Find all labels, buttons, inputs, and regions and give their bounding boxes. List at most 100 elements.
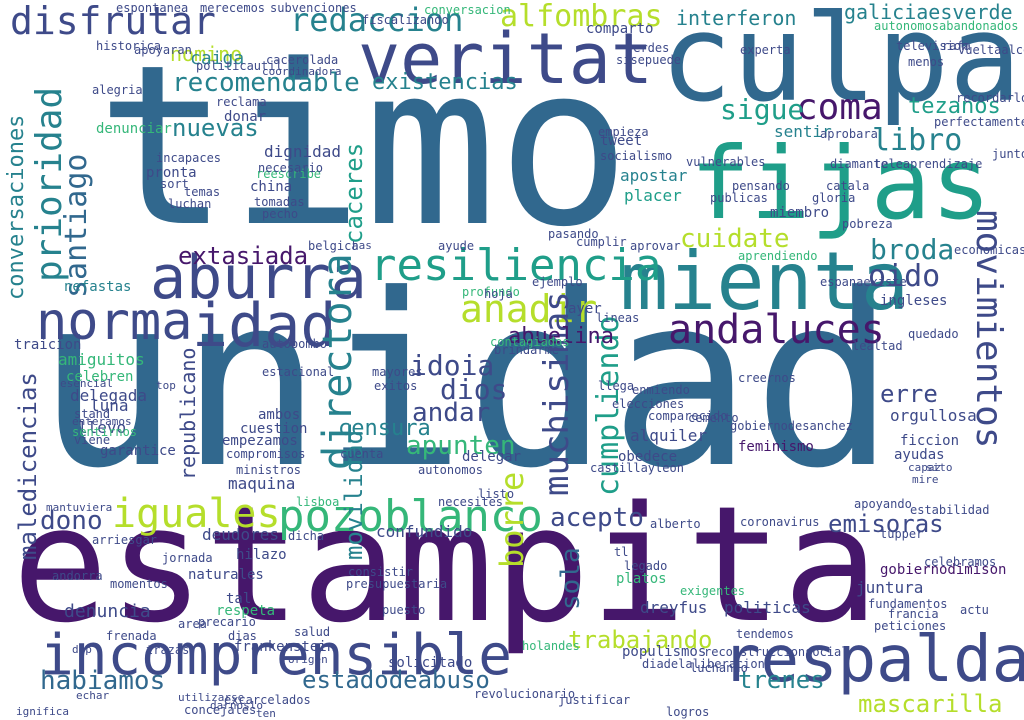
- word-resiliencia: resiliencia: [370, 240, 662, 291]
- word-compromisos: compromisos: [226, 447, 306, 461]
- word-ten: darnoslo: [210, 699, 263, 712]
- word-top: has: [352, 239, 372, 252]
- word-pobreza: pobreza: [842, 217, 893, 231]
- word-fundamentos: fundamentos: [868, 597, 948, 611]
- word-politicas: politicas: [724, 598, 811, 617]
- word-habiamos: habiamos: [40, 666, 166, 696]
- word-aprovar: cumplir: [576, 235, 627, 249]
- word-diamante: diamante: [830, 157, 888, 171]
- word-sacyl: menos: [908, 55, 945, 69]
- word-utilizarse: logros: [666, 705, 710, 719]
- word-carita: luchando: [690, 661, 748, 675]
- word-maledicencias: maledicencias: [14, 372, 42, 560]
- word-trazas: trazas: [146, 643, 190, 657]
- word-listo: listo: [478, 487, 515, 501]
- word-temas: sort: [160, 177, 189, 191]
- word-idad: idad: [192, 291, 337, 361]
- word-cumplir: pasando: [548, 227, 599, 241]
- word-lineas: lineas: [596, 311, 640, 325]
- word-capaz: sito: [926, 461, 953, 474]
- word-timo: timo: [96, 18, 631, 276]
- word-tus: rafa: [942, 39, 971, 53]
- word-profundo: profundo: [462, 285, 520, 299]
- word-politicautil: politicautil: [196, 59, 283, 73]
- word-garantice: castillayleon: [590, 461, 684, 475]
- word-hilazo: hilazo: [236, 547, 287, 563]
- word-autonomos: autonomos: [418, 463, 484, 477]
- word-sisepuede: sisepuede: [616, 53, 682, 67]
- word-confundido: confundido: [376, 522, 473, 541]
- word-acepto: acepto: [550, 503, 644, 533]
- word-amiguitos: amiguitos: [58, 350, 145, 369]
- word-tezanos: tezanos: [908, 94, 1001, 119]
- word-unidad: unidad: [36, 244, 896, 521]
- word-arriesgar: arriesgar: [92, 533, 158, 547]
- word-alfombras: alfombras: [500, 0, 663, 34]
- word-recomendable: recomendable: [172, 68, 360, 98]
- word-ayudas: ayudas: [894, 447, 945, 463]
- word-precario: area: [178, 617, 207, 631]
- word-aprobara: aprobara: [820, 127, 878, 141]
- word-sentir: sentir: [774, 122, 832, 141]
- word-luchar: television: [896, 39, 969, 53]
- word-norma: norma: [36, 292, 193, 352]
- word-placer: placer: [624, 186, 682, 205]
- word-origen: ten: [256, 707, 276, 720]
- word-cuestion: cuestion: [240, 421, 308, 437]
- word-fijas: fijas: [690, 125, 992, 242]
- word-dreyfus: dreyfus: [640, 598, 708, 617]
- word-aburra: aburra: [150, 243, 367, 313]
- word-cuenta: lisboa: [296, 495, 340, 509]
- word-logros: justificar: [558, 693, 631, 707]
- word-ayer: ayer: [568, 301, 602, 317]
- word-espanaexiste: espanaexiste: [820, 275, 907, 289]
- word-tendemos: tendemos: [736, 627, 794, 641]
- word-llega: exitos: [374, 379, 418, 393]
- word-subvenciones: subvenciones: [270, 1, 357, 15]
- word-dono: dono: [40, 506, 103, 536]
- word-salud: salud: [294, 625, 331, 639]
- word-vulnerables: vulnerables: [686, 155, 766, 169]
- word-puesto: puesto: [382, 603, 426, 617]
- word-existencias: existencias: [372, 70, 518, 95]
- word-delegada: delegada: [70, 386, 148, 405]
- word-empezamos: empezamos: [222, 433, 298, 449]
- word-francia: francia: [888, 607, 939, 621]
- word-pozoblanco: pozoblanco: [278, 491, 543, 542]
- word-andorra: frenada: [106, 629, 157, 643]
- word-sola: sola: [556, 547, 586, 610]
- word-platos: platos: [616, 571, 667, 587]
- word-darnoslo: andorra: [52, 569, 103, 583]
- word-gloria: gloria: [812, 191, 856, 205]
- word-rafa: vueltaalcole: [958, 43, 1024, 57]
- word-exigentes: exigentes: [680, 584, 746, 598]
- word-elecciones: elecciones: [612, 397, 685, 411]
- word-aprendiendo: aprendiendo: [738, 249, 818, 263]
- word-anadir: anadir: [460, 287, 598, 331]
- word-celebren: celebren: [66, 369, 134, 385]
- word-lisboa: ayude: [438, 239, 475, 253]
- word-republicano: republicano: [176, 347, 200, 480]
- word-frenada: momentos: [110, 577, 168, 591]
- word-ingleses: ingleses: [880, 293, 948, 309]
- word-vueltaalcole: esencial: [60, 377, 113, 390]
- word-espontanea: espontanea: [116, 1, 189, 15]
- word-belgica: llega: [598, 379, 635, 393]
- word-presupuestaria: presupuestaria: [346, 577, 448, 591]
- word-dias: dias: [228, 629, 257, 643]
- word-dep: origen: [288, 653, 328, 666]
- word-consistir: consistir: [348, 565, 414, 579]
- word-ambos: ambos: [258, 407, 301, 423]
- word-apunten: apunten: [406, 431, 516, 461]
- word-mire: capaz: [908, 461, 942, 474]
- word-merecemos: merecemos: [200, 1, 266, 15]
- word-ignifica: dep: [72, 643, 92, 656]
- word-denuncia: denuncia: [64, 601, 151, 622]
- word-publicas: publicas: [710, 191, 768, 205]
- word-conversaciones: conversaciones: [4, 114, 29, 300]
- word-tweet: tweet: [600, 133, 643, 149]
- word-necesites: necesites: [438, 495, 504, 509]
- word-galiciaesverde: galiciaesverde: [844, 0, 1013, 24]
- word-pensando: pensando: [732, 179, 790, 193]
